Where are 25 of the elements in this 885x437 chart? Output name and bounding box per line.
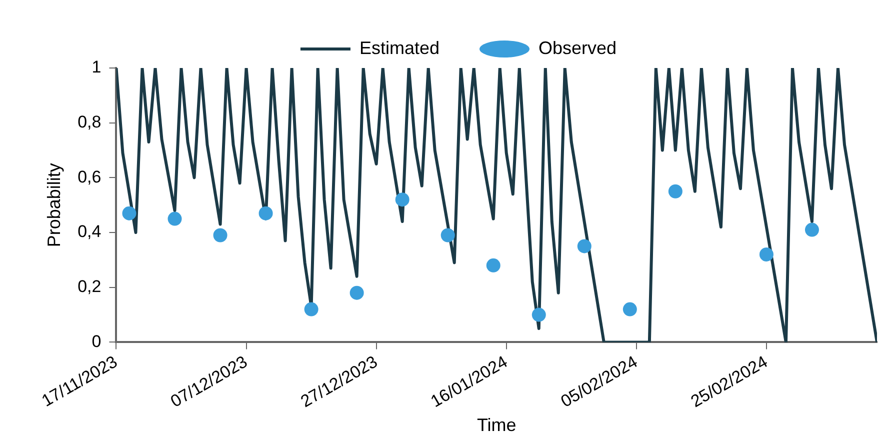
point [532,308,546,322]
y-tick-label: 1 [92,58,102,77]
point [213,228,228,242]
point [668,184,682,198]
y-axis-title: Probability [44,163,64,248]
point [622,302,637,316]
point [304,302,318,316]
y-tick-label: 0,6 [78,167,102,186]
point [440,228,455,242]
y-tick-label: 0,2 [78,277,102,296]
point [122,206,136,220]
x-axis-title: Time [476,415,516,436]
y-tick-label: 0,8 [78,112,102,132]
y-tick-label: 0 [92,332,102,351]
legend-label: Observed [538,38,617,58]
point [804,222,819,237]
legend-label: Estimated [359,38,440,58]
y-tick-label: 0,4 [78,222,102,242]
point [486,258,500,272]
point [577,239,592,254]
point [759,247,774,262]
point [350,286,364,300]
point [168,212,182,226]
point [395,192,410,207]
point [258,206,273,220]
